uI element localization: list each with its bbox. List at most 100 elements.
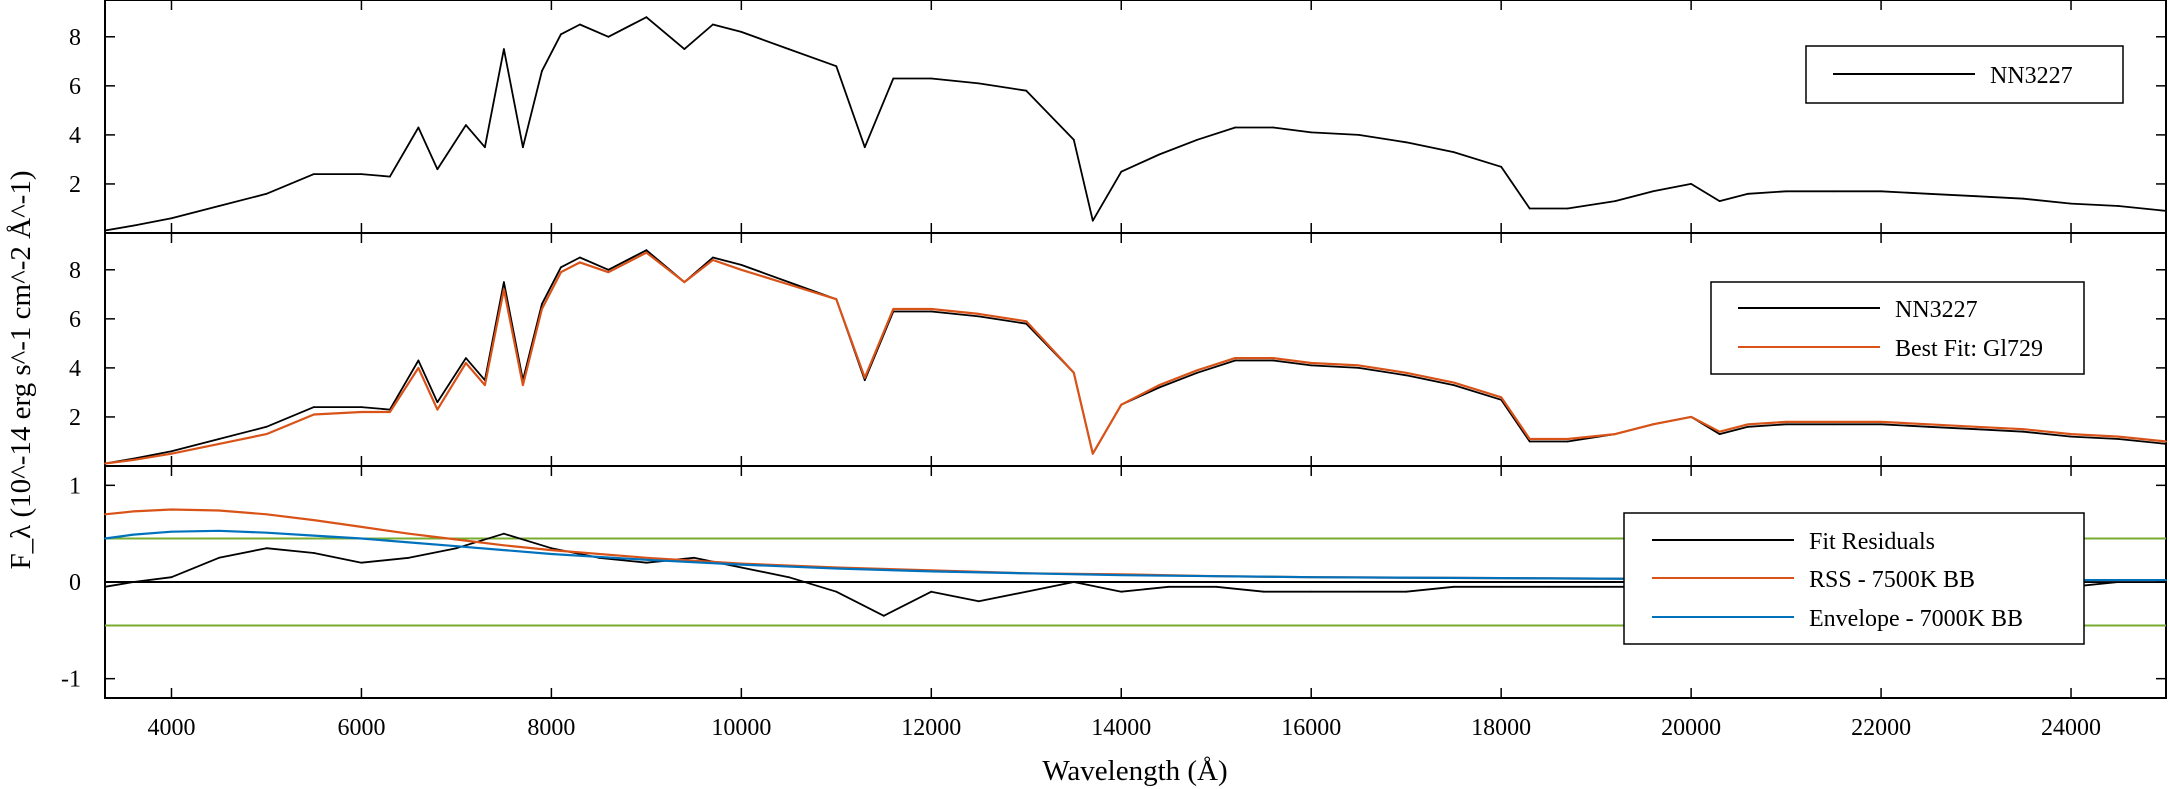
data-point (313, 173, 315, 176)
data-point (408, 532, 410, 535)
data-point (930, 308, 933, 310)
data-point (503, 288, 505, 291)
data-point (892, 308, 895, 310)
data-point (1927, 425, 1930, 428)
data-point (1880, 190, 1882, 193)
data-point (360, 561, 363, 564)
data-point (503, 549, 505, 551)
data-point (1405, 374, 1408, 377)
data-point (740, 566, 743, 569)
data-point (863, 379, 866, 382)
data-point (1452, 384, 1455, 386)
data-point (1405, 590, 1408, 593)
data-point (1158, 384, 1161, 386)
data-point (265, 513, 268, 516)
data-point (1528, 438, 1531, 440)
data-point (503, 544, 505, 547)
data-point (170, 530, 173, 533)
data-point (1158, 153, 1161, 156)
data-point (1652, 423, 1654, 426)
data-point (1357, 364, 1360, 367)
data-point (132, 459, 135, 461)
data-point (1652, 190, 1654, 193)
top-legend: NN3227 (1805, 45, 2124, 104)
ytick-label: 1 (69, 473, 81, 499)
data-point (104, 585, 106, 588)
data-point (645, 561, 648, 564)
data-point (313, 552, 315, 554)
data-point (455, 538, 458, 541)
xtick-label: 10000 (711, 715, 771, 741)
data-point (1310, 576, 1313, 579)
data-point (2165, 579, 2167, 581)
data-point (607, 35, 610, 38)
data-point (712, 256, 714, 259)
data-point (1528, 207, 1531, 210)
data-point (1215, 575, 1218, 578)
data-point (683, 48, 686, 50)
middle-legend-box (1710, 281, 2085, 375)
top-panel-frame (104, 0, 2167, 234)
data-point (360, 173, 363, 176)
x-ticks: 4000 6000 8000 10000 12000 14000 16000 18000 200… (147, 0, 2101, 741)
data-point (436, 401, 439, 404)
data-point (360, 411, 363, 413)
data-point (104, 537, 106, 540)
data-point (645, 251, 648, 254)
ytick-label: 2 (69, 172, 81, 198)
ytick-label: 4 (69, 123, 81, 149)
data-point (389, 411, 391, 413)
data-point (787, 283, 790, 286)
data-point (218, 556, 220, 559)
data-point (104, 462, 106, 465)
data-point (1120, 170, 1123, 173)
data-point (607, 268, 610, 271)
data-point (218, 529, 220, 532)
data-point (1310, 362, 1313, 364)
data-point (360, 537, 363, 540)
data-point (2165, 210, 2167, 212)
data-point (170, 217, 173, 220)
data-point (1272, 126, 1275, 129)
data-point (1832, 423, 1835, 426)
data-point (1500, 396, 1503, 399)
ytick-label: -1 (61, 667, 81, 693)
data-point (1262, 590, 1265, 593)
data-point (645, 556, 648, 559)
data-point (484, 384, 486, 386)
data-point (863, 376, 866, 379)
middle-panel-series (104, 249, 2167, 465)
data-point (2070, 435, 2072, 438)
data-point (712, 23, 714, 26)
data-point (1718, 433, 1721, 435)
data-point (740, 563, 743, 566)
data-point (218, 443, 220, 445)
data-point (930, 77, 933, 80)
data-point (1927, 423, 1930, 426)
data-point (1025, 572, 1028, 575)
xtick-label: 8000 (527, 715, 575, 741)
data-point (1718, 430, 1721, 433)
data-point (360, 406, 363, 408)
data-point (104, 513, 106, 516)
middle-panel-yticks: 2 4 6 8 (69, 258, 2166, 431)
data-point (882, 614, 885, 617)
data-point (1025, 89, 1028, 92)
data-point (1690, 416, 1692, 418)
data-point (550, 553, 553, 555)
data-point (835, 298, 838, 301)
data-point (2165, 440, 2167, 443)
data-point (408, 541, 410, 544)
data-point (2117, 438, 2120, 440)
data-point (1405, 371, 1408, 374)
data-point (360, 526, 363, 528)
data-point (645, 249, 648, 252)
data-point (170, 450, 173, 453)
bottom-legend-label-rss: RSS - 7500K BB (1809, 567, 1975, 593)
data-point (132, 510, 135, 513)
data-point (1120, 590, 1123, 593)
data-point (863, 146, 866, 149)
data-point (1747, 192, 1749, 195)
data-point (2022, 430, 2025, 433)
